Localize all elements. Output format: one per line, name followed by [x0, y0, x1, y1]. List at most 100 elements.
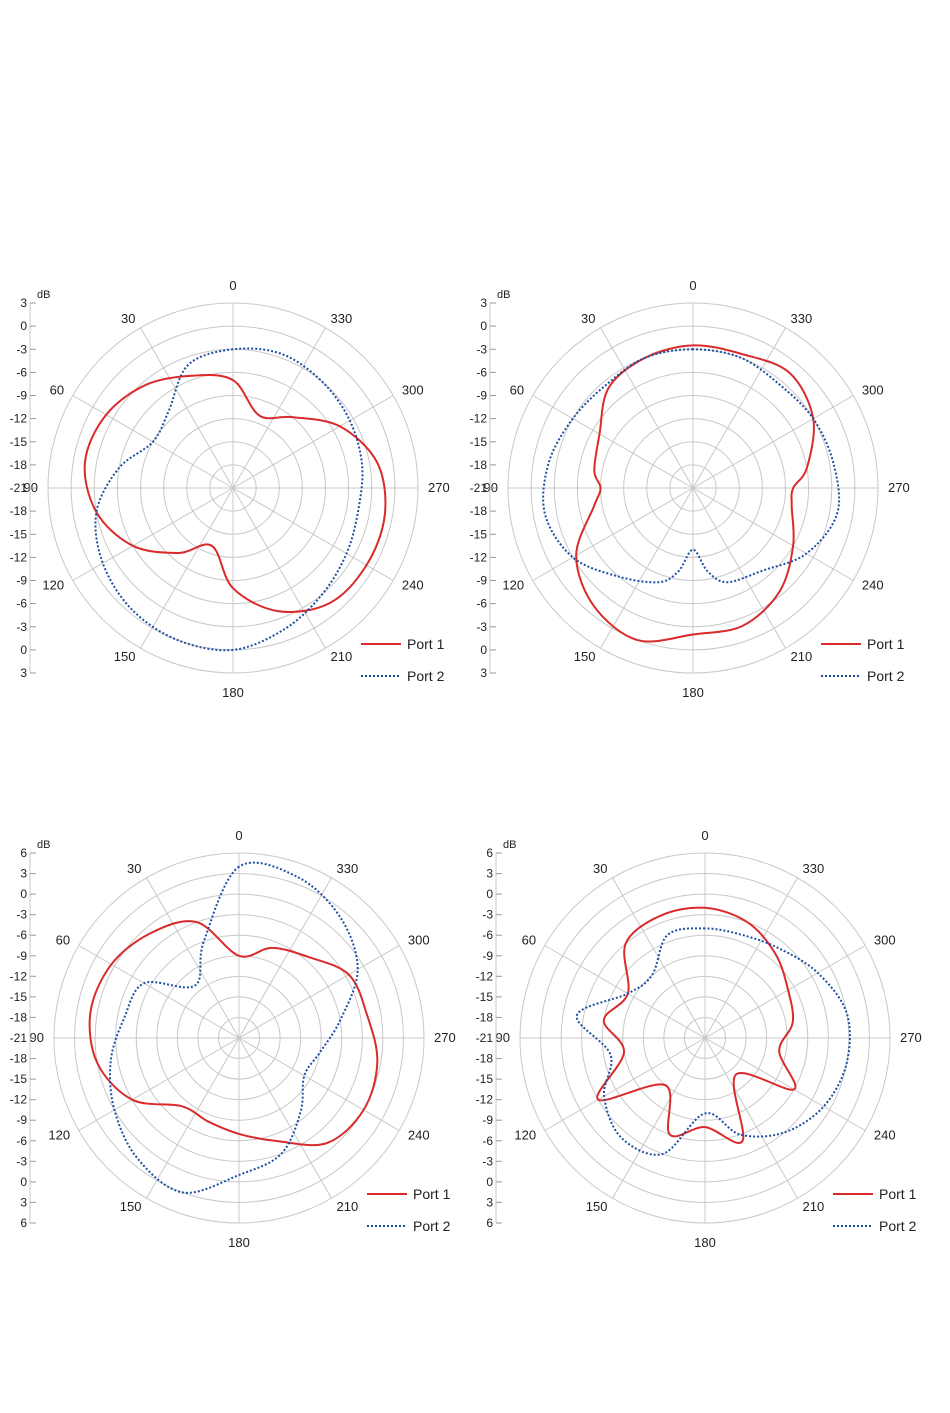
legend-label-2: Port 2: [867, 668, 905, 684]
unit-label: dB: [497, 289, 510, 301]
grid-spoke: [704, 945, 866, 1039]
scale-label--9: -9: [16, 389, 27, 403]
grid-spoke: [238, 1037, 400, 1131]
grid-spoke: [238, 945, 400, 1039]
angle-label-60: 60: [510, 383, 524, 398]
scale-label-3: 3: [486, 1195, 493, 1209]
scale-label--6: -6: [476, 365, 487, 379]
angle-label-30: 30: [127, 861, 141, 876]
angle-label-270: 270: [428, 480, 450, 495]
scale-label--3: -3: [482, 1154, 493, 1168]
grid-spoke: [692, 395, 854, 489]
scale-label--9: -9: [16, 949, 27, 963]
scale-label--21: -21: [10, 481, 28, 495]
scale-label--18: -18: [10, 458, 28, 472]
angle-label-300: 300: [862, 383, 884, 398]
legend-label-2: Port 2: [879, 1218, 917, 1234]
scale-label--15: -15: [10, 527, 28, 541]
scale-label--3: -3: [476, 342, 487, 356]
grid-spoke: [692, 327, 786, 489]
angle-label-240: 240: [862, 578, 884, 593]
angle-label-150: 150: [586, 1199, 608, 1214]
angle-label-270: 270: [888, 480, 910, 495]
scale-label--15: -15: [476, 990, 494, 1004]
legend-label-1: Port 1: [879, 1186, 917, 1202]
angle-label-30: 30: [581, 311, 595, 326]
series-port-2-curve: [109, 861, 359, 1194]
scale-label-3: 3: [480, 666, 487, 680]
scale-label-3: 3: [486, 867, 493, 881]
angle-label-330: 330: [331, 311, 353, 326]
scale-label--21: -21: [476, 1031, 494, 1045]
legend-label-1: Port 1: [867, 636, 905, 652]
scale-label--6: -6: [482, 928, 493, 942]
angle-label-210: 210: [337, 1199, 359, 1214]
scale-label--15: -15: [10, 435, 28, 449]
angle-label-300: 300: [874, 933, 896, 948]
scale-label--18: -18: [10, 1052, 28, 1066]
angle-label-0: 0: [229, 278, 236, 293]
scale-label-3: 3: [480, 296, 487, 310]
grid-spoke: [72, 487, 234, 581]
angle-label-210: 210: [803, 1199, 825, 1214]
scale-label--6: -6: [16, 928, 27, 942]
angle-label-30: 30: [121, 311, 135, 326]
angle-label-30: 30: [593, 861, 607, 876]
grid-spoke: [78, 945, 240, 1039]
angle-label-120: 120: [42, 578, 64, 593]
angle-label-120: 120: [502, 578, 524, 593]
grid-spoke: [232, 327, 326, 489]
scale-label--3: -3: [476, 620, 487, 634]
scale-label--15: -15: [470, 435, 488, 449]
grid-spoke: [704, 1037, 798, 1199]
scale-label--18: -18: [476, 1052, 494, 1066]
scale-label--9: -9: [16, 1113, 27, 1127]
polar-chart-4: 0306090120150180210240270300330dB663300-…: [476, 828, 922, 1250]
scale-label--6: -6: [16, 1134, 27, 1148]
scale-label-6: 6: [20, 1216, 27, 1230]
scale-label-3: 3: [20, 867, 27, 881]
scale-label--3: -3: [16, 1154, 27, 1168]
scale-label--6: -6: [482, 1134, 493, 1148]
grid-spoke: [612, 877, 706, 1039]
scale-label-3: 3: [20, 296, 27, 310]
scale-label-0: 0: [486, 1175, 493, 1189]
legend-label-1: Port 1: [407, 636, 445, 652]
grid-spoke: [532, 395, 694, 489]
grid-spoke: [238, 1037, 332, 1199]
scale-label--12: -12: [470, 412, 488, 426]
angle-label-240: 240: [402, 578, 424, 593]
scale-label--12: -12: [10, 1093, 28, 1107]
polar-chart-3: 0306090120150180210240270300330dB663300-…: [10, 828, 456, 1250]
angle-label-0: 0: [689, 278, 696, 293]
scale-label--18: -18: [10, 504, 28, 518]
angle-label-210: 210: [331, 649, 353, 664]
scale-label--9: -9: [476, 574, 487, 588]
scale-label--21: -21: [10, 1031, 28, 1045]
series-port-2-curve: [575, 927, 851, 1156]
scale-label-3: 3: [20, 1195, 27, 1209]
scale-label--9: -9: [482, 1113, 493, 1127]
grid-spoke: [704, 1037, 866, 1131]
angle-label-270: 270: [434, 1030, 456, 1045]
angle-label-120: 120: [514, 1128, 536, 1143]
grid-spoke: [544, 1037, 706, 1131]
grid-spoke: [78, 1037, 240, 1131]
angle-label-330: 330: [791, 311, 813, 326]
scale-label-3: 3: [20, 666, 27, 680]
angle-label-90: 90: [30, 1030, 44, 1045]
grid-spoke: [612, 1037, 706, 1199]
polar-chart-1: 0306090120150180210240270300330dB3300-3-…: [10, 278, 450, 700]
scale-label-0: 0: [20, 643, 27, 657]
scale-label--12: -12: [476, 969, 494, 983]
grid-spoke: [140, 487, 234, 649]
scale-label-0: 0: [480, 319, 487, 333]
series-port-2-curve: [94, 347, 364, 652]
grid-spoke: [232, 395, 394, 489]
angle-label-300: 300: [408, 933, 430, 948]
grid-spoke: [238, 877, 332, 1039]
scale-label--3: -3: [16, 620, 27, 634]
scale-label--9: -9: [476, 389, 487, 403]
scale-label--3: -3: [16, 342, 27, 356]
